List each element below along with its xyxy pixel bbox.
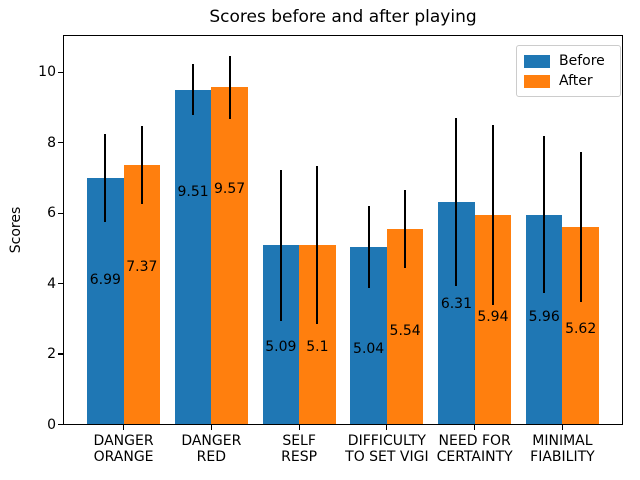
y-tick-mark-2: [57, 353, 63, 355]
y-tick-label-8: 8: [47, 134, 56, 151]
error-bar-after-5: [579, 151, 582, 302]
y-tick-mark-10: [57, 71, 63, 73]
x-tick-mark-0: [122, 424, 125, 430]
error-bar-before-0: [104, 134, 107, 223]
x-tick-label-2: SELF RESP: [281, 432, 318, 465]
bar-before-1: [174, 89, 212, 425]
bar-value-label-after-0: 7.37: [126, 258, 158, 275]
x-tick-mark-2: [298, 424, 300, 430]
y-tick-mark-6: [57, 212, 63, 214]
error-bar-before-4: [455, 118, 458, 287]
legend-row-after: After: [524, 71, 613, 91]
bar-value-label-before-3: 5.04: [353, 341, 385, 357]
bar-value-label-before-0: 6.99: [89, 272, 121, 289]
error-bar-after-0: [140, 126, 143, 204]
bar-value-label-before-2: 5.09: [265, 339, 297, 356]
y-tick-label-4: 4: [47, 275, 56, 292]
error-bar-after-4: [491, 125, 494, 306]
error-bar-before-2: [279, 169, 282, 321]
y-tick-label-10: 10: [38, 64, 56, 81]
legend-swatch-before: [524, 54, 550, 68]
legend-label-before: Before: [559, 53, 605, 69]
x-tick-mark-5: [561, 424, 564, 430]
legend-label-after: After: [559, 73, 593, 89]
x-tick-mark-4: [474, 424, 476, 430]
bar-value-label-before-4: 6.31: [440, 296, 472, 313]
y-tick-label-0: 0: [47, 416, 56, 433]
y-tick-mark-4: [57, 283, 63, 285]
x-tick-label-3: DIFFICULTY TO SET VIGI: [345, 432, 429, 465]
x-tick-label-1: DANGER RED: [181, 432, 242, 465]
error-bar-after-2: [316, 165, 319, 325]
x-tick-label-0: DANGER ORANGE: [93, 432, 154, 465]
error-bar-after-3: [404, 190, 407, 269]
bar-value-label-before-1: 9.51: [177, 183, 209, 200]
legend-swatch-after: [524, 74, 550, 88]
chart-title: Scores before and after playing: [209, 7, 477, 27]
bar-after-0: [123, 164, 161, 425]
error-bar-before-5: [543, 136, 546, 294]
bar-value-label-after-1: 9.57: [213, 181, 246, 198]
y-tick-mark-8: [57, 142, 63, 144]
bar-value-label-after-5: 5.62: [565, 320, 597, 337]
error-bar-before-3: [367, 205, 370, 289]
y-tick-label-6: 6: [47, 205, 56, 222]
bar-value-label-after-4: 5.94: [477, 309, 509, 326]
bar-value-label-after-3: 5.54: [389, 323, 421, 340]
error-bar-after-1: [228, 55, 231, 120]
y-tick-label-2: 2: [47, 346, 56, 363]
error-bar-before-1: [192, 63, 195, 116]
y-tick-mark-0: [57, 423, 63, 426]
legend: Before After: [516, 45, 621, 97]
x-tick-mark-3: [386, 424, 388, 430]
legend-row-before: Before: [524, 51, 613, 71]
bar-value-label-before-5: 5.96: [528, 308, 560, 325]
x-tick-label-4: NEED FOR CERTAINTY: [436, 432, 513, 465]
bar-after-1: [211, 87, 248, 425]
x-tick-label-5: MINIMAL FIABILITY: [530, 432, 595, 465]
bar-value-label-after-2: 5.1: [306, 338, 329, 355]
x-tick-mark-1: [210, 424, 212, 430]
